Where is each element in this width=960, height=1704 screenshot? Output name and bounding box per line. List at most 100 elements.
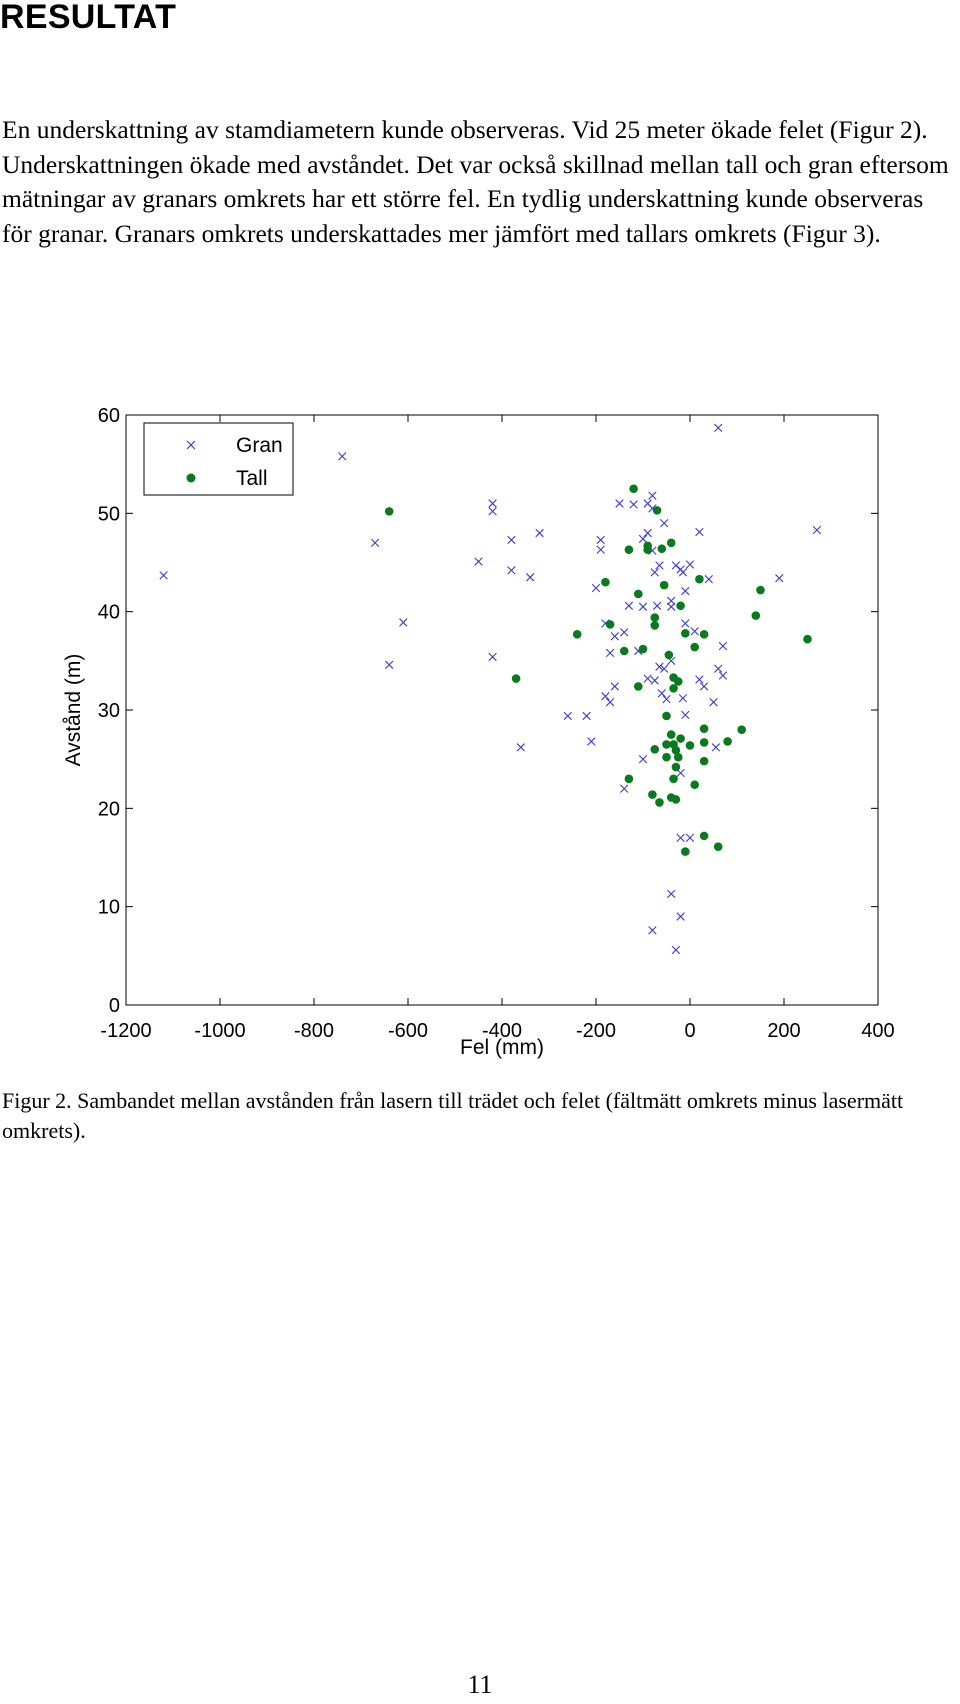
tall-point [756,585,765,595]
tall-point [634,682,643,691]
tall-point [713,842,723,851]
gran-point [659,518,669,528]
tall-point [803,634,812,644]
tall-point [655,798,664,807]
y-tick-label: 20 [98,798,120,820]
figure: -1200 -1000 -800 -600 -400 -200 0 200 400 0 10 20 30… [0,395,960,1075]
tall-point [648,790,657,799]
tall-point [384,507,394,516]
gran-point [690,627,699,636]
tall-point [619,646,629,656]
tall-point [690,642,699,652]
gran-point [338,452,347,461]
tall-point [671,795,681,804]
tall-point [624,774,634,784]
gran-point [629,500,638,509]
gran-point [596,545,605,554]
gran-point [159,571,168,580]
gran-point [685,833,695,843]
legend-gran-marker [186,440,196,450]
gran-point [638,602,648,611]
gran-point [643,674,652,683]
gran-point [638,534,648,544]
gran-point [385,660,394,669]
gran-point [650,676,659,685]
gran-point [676,833,685,843]
x-tick-label: -600 [388,1020,428,1042]
tall-point [676,601,685,611]
tall-point [659,580,669,590]
gran-point [718,641,728,651]
gran-point [591,583,601,593]
gran-point [620,784,629,793]
legend-tall-marker [186,473,196,483]
tall-point [723,737,732,746]
tall-point [671,762,681,772]
gran-point [605,697,615,707]
tall-point [650,621,660,630]
tall-point [699,756,709,766]
gran-point [516,743,525,752]
gran-point [711,743,721,752]
gran-point [681,710,690,720]
x-tick-label: -400 [482,1020,522,1042]
legend-tall-label: Tall [236,467,268,490]
section-heading: RESULTAT [0,0,177,36]
gran-point [488,507,497,516]
gran-point [655,561,664,570]
legend: Gran Tall [143,422,294,496]
tall-point [685,741,695,750]
gran-point [714,664,723,673]
gran-point [474,557,483,566]
x-tick-label: 0 [684,1020,695,1042]
y-tick-label: 0 [109,995,120,1017]
tall-point [699,724,709,733]
gran-point [399,618,408,627]
tall-point [690,780,699,790]
tall-point [662,752,671,762]
y-tick-label: 50 [98,503,120,525]
gran-point [488,499,497,508]
gran-point [582,711,591,721]
gran-point [620,628,629,637]
tall-point [681,629,690,638]
gran-point [695,527,704,537]
tall-point [605,620,615,629]
gran-point [643,528,652,538]
gran-point [709,697,718,707]
x-tick-label: -1000 [194,1020,245,1042]
x-tick-label: -1200 [100,1020,151,1042]
tall-point [634,589,643,599]
tall-point [681,847,690,856]
gran-point [662,694,671,704]
gran-point [667,889,676,899]
legend-box [143,422,294,496]
gran-point [601,692,610,701]
gran-point [638,754,648,764]
gran-point [596,535,605,545]
tall-point [572,629,582,639]
gran-point [655,662,664,671]
gran-point [659,664,669,673]
tall-point [699,831,709,841]
tall-point [676,734,685,743]
tall-point [638,644,648,654]
gran-point [610,632,619,641]
tall-point [673,677,683,686]
gran-point [685,560,695,569]
axis-ticks [125,414,879,1006]
gran-point [681,619,690,628]
scatter-chart: -1200 -1000 -800 -600 -400 -200 0 200 400 0 10 20 30… [62,405,895,1059]
x-tick-label: -200 [576,1020,616,1042]
tall-point [650,613,660,622]
gran-point [488,652,497,662]
gran-point [526,573,535,582]
gran-point [714,423,723,432]
y-tick-label: 40 [98,602,120,624]
tall-point [671,746,681,755]
tall-point [511,674,521,683]
gran-point [507,535,516,545]
x-tick-label: -800 [294,1020,334,1042]
tall-point [652,506,662,515]
plot-frame [125,414,879,1006]
